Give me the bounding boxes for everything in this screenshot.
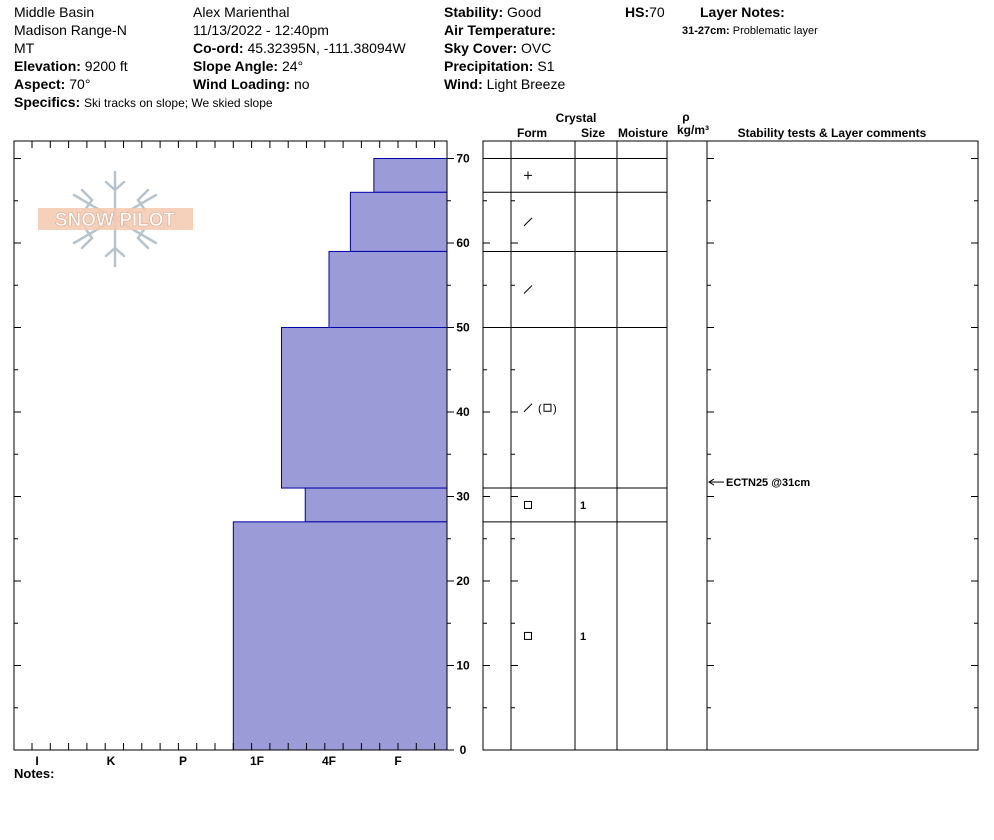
- air-temp-label: Air Temperature:: [444, 22, 556, 38]
- stability-label: Stability:: [444, 4, 504, 20]
- depth-label-50: 50: [456, 321, 470, 335]
- range: Madison Range-N: [14, 22, 127, 38]
- specifics-label: Specifics:: [14, 94, 81, 110]
- layer-note-range: 31-27cm:: [682, 25, 730, 37]
- hardness-bars: [232, 158, 448, 751]
- coord: Co-ord: 45.32395N, -111.38094W: [193, 39, 406, 57]
- aspect: Aspect: 70°: [14, 75, 90, 93]
- wind-label: Wind:: [444, 76, 483, 92]
- elevation-value: 9200 ft: [84, 58, 128, 74]
- sky-value: OVC: [521, 40, 552, 56]
- notes-label: Notes:: [14, 766, 54, 781]
- crystal-size-marks: 11: [580, 500, 586, 643]
- elevation-label: Elevation:: [14, 58, 81, 74]
- hardness-bar-0: [373, 158, 448, 193]
- precip-value: S1: [537, 58, 555, 74]
- depth-label-70: 70: [456, 152, 470, 166]
- layer-table-frame: [482, 140, 979, 751]
- snowpilot-logo: SNOW PILOT: [38, 170, 193, 268]
- stability-test-marks: ECTN25 @31cm: [708, 477, 810, 489]
- specifics: Specifics: Ski tracks on slope; We skied…: [14, 93, 273, 112]
- layer-notes-title: Layer Notes:: [700, 4, 785, 20]
- hardness-tick-labels: I K P 1F 4F F: [35, 754, 401, 768]
- layer-note: 31-27cm: Problematic layer: [682, 22, 818, 40]
- stability: Stability: Good: [444, 3, 541, 21]
- wind: Wind: Light Breeze: [444, 75, 565, 93]
- coord-value: 45.32395N, -111.38094W: [247, 40, 406, 56]
- sky-label: Sky Cover:: [444, 40, 518, 56]
- specifics-value: Ski tracks on slope; We skied slope: [84, 96, 273, 110]
- depth-label-40: 40: [456, 405, 470, 419]
- depth-label-30: 30: [456, 490, 470, 504]
- form-mark-1: [523, 217, 533, 227]
- sky-cover: Sky Cover: OVC: [444, 39, 551, 57]
- chart-ticks: [14, 141, 978, 751]
- depth-label-20: 20: [456, 574, 470, 588]
- svg-text:(: (: [538, 403, 542, 415]
- depth-label-0: 0: [460, 743, 467, 757]
- svg-text:ECTN25 @31cm: ECTN25 @31cm: [726, 477, 810, 489]
- location: Middle Basin: [14, 4, 95, 20]
- elevation: Elevation: 9200 ft: [14, 57, 128, 75]
- form-mark-3: (): [523, 403, 557, 415]
- wind-loading: Wind Loading: no: [193, 75, 310, 93]
- hardness-bar-4: [304, 487, 448, 523]
- hs-value: 70: [649, 4, 665, 20]
- aspect-value: 70°: [69, 76, 91, 92]
- air-temperature: Air Temperature:: [444, 21, 556, 39]
- hardness-bar-2: [328, 250, 448, 328]
- stability-test-0: ECTN25 @31cm: [708, 477, 810, 489]
- header-rho: ρ: [682, 110, 689, 124]
- slope-value: 24°: [281, 58, 304, 74]
- wind-loading-label: Wind Loading:: [193, 76, 291, 92]
- layer-boundary-lines: [483, 158, 667, 523]
- wind-value: Light Breeze: [486, 76, 566, 92]
- header-crystal: Crystal: [556, 111, 597, 125]
- slope-angle: Slope Angle: 24°: [193, 57, 303, 75]
- table-column-lines: [510, 141, 708, 750]
- svg-text:): ): [553, 403, 557, 415]
- hs: HS:70: [625, 3, 665, 21]
- precip-label: Precipitation:: [444, 58, 534, 74]
- hardness-label-I: I: [35, 754, 38, 768]
- size-mark-1: 1: [580, 631, 586, 643]
- hardness-label-F: F: [394, 754, 401, 768]
- layer-notes-label: Layer Notes:: [700, 3, 785, 21]
- state: MT: [14, 40, 35, 56]
- precipitation: Precipitation: S1: [444, 57, 554, 75]
- coord-label: Co-ord:: [193, 40, 244, 56]
- header-comments: Stability tests & Layer comments: [738, 126, 927, 140]
- hardness-plot-frame: [13, 140, 448, 751]
- datetime: 11/13/2022 - 12:40pm: [193, 22, 329, 38]
- header-form: Form: [517, 126, 547, 140]
- crystal-form-marks: (): [523, 171, 557, 640]
- hardness-label-K: K: [107, 754, 116, 768]
- layer-note-text: Problematic layer: [732, 25, 818, 37]
- hardness-bar-5: [232, 521, 448, 751]
- header-density-unit: kg/m³: [677, 123, 709, 137]
- slope-label: Slope Angle:: [193, 58, 279, 74]
- header-moisture: Moisture: [618, 126, 668, 140]
- form-mark-4: [524, 500, 532, 509]
- depth-tick-labels: 0 10 20 30 40 50 60 70: [456, 152, 470, 758]
- depth-label-60: 60: [456, 236, 470, 250]
- form-mark-2: [523, 285, 533, 294]
- stability-value: Good: [507, 4, 542, 20]
- form-mark-0: [524, 171, 532, 180]
- form-mark-5: [524, 631, 532, 640]
- hardness-bar-3: [280, 327, 448, 489]
- hardness-bar-1: [349, 191, 448, 252]
- wind-loading-value: no: [293, 76, 310, 92]
- size-mark-0: 1: [580, 500, 586, 512]
- logo-text: SNOW PILOT: [55, 210, 176, 231]
- header-size: Size: [581, 126, 605, 140]
- hardness-label-1F: 1F: [250, 754, 264, 768]
- hs-label: HS:: [625, 4, 650, 20]
- observer: Alex Marienthal: [193, 4, 290, 20]
- aspect-label: Aspect:: [14, 76, 66, 92]
- hardness-label-P: P: [179, 754, 187, 768]
- depth-label-10: 10: [456, 659, 470, 673]
- hardness-label-4F: 4F: [322, 754, 336, 768]
